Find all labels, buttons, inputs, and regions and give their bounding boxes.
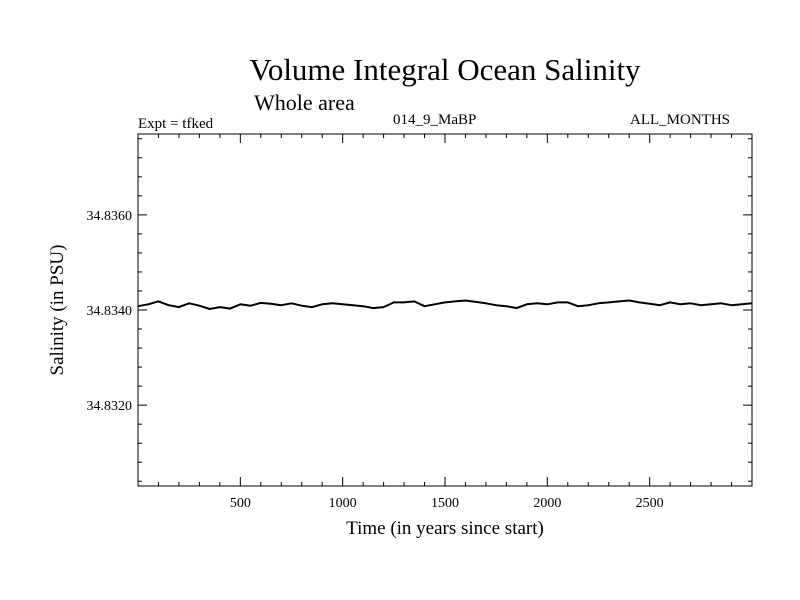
y-tick-label: 34.8320: [87, 399, 133, 414]
experiment-label: Expt = tfked: [138, 116, 214, 132]
x-tick-label: 500: [230, 496, 251, 511]
run-label: 014_9_MaBP: [393, 112, 477, 128]
chart-subtitle: Whole area: [254, 90, 355, 115]
y-tick-label: 34.8340: [87, 304, 133, 319]
x-tick-label: 2000: [533, 496, 561, 511]
y-tick-label: 34.8360: [87, 209, 133, 224]
salinity-series-line: [137, 299, 753, 310]
x-tick-label: 2500: [636, 496, 664, 511]
tick-labels: 500 1000 1500 2000 2500 34.8320 34.8340 34.8360: [87, 209, 664, 511]
chart-title: Volume Integral Ocean Salinity: [249, 52, 641, 87]
x-tick-label: 1500: [431, 496, 459, 511]
x-axis-label: Time (in years since start): [346, 518, 544, 539]
x-tick-label: 1000: [329, 496, 357, 511]
series-layer: [137, 299, 753, 310]
axis-ticks: [138, 134, 752, 486]
months-label: ALL_MONTHS: [630, 112, 730, 128]
plot-frame: [137, 133, 753, 487]
y-axis-label: Salinity (in PSU): [47, 245, 68, 376]
